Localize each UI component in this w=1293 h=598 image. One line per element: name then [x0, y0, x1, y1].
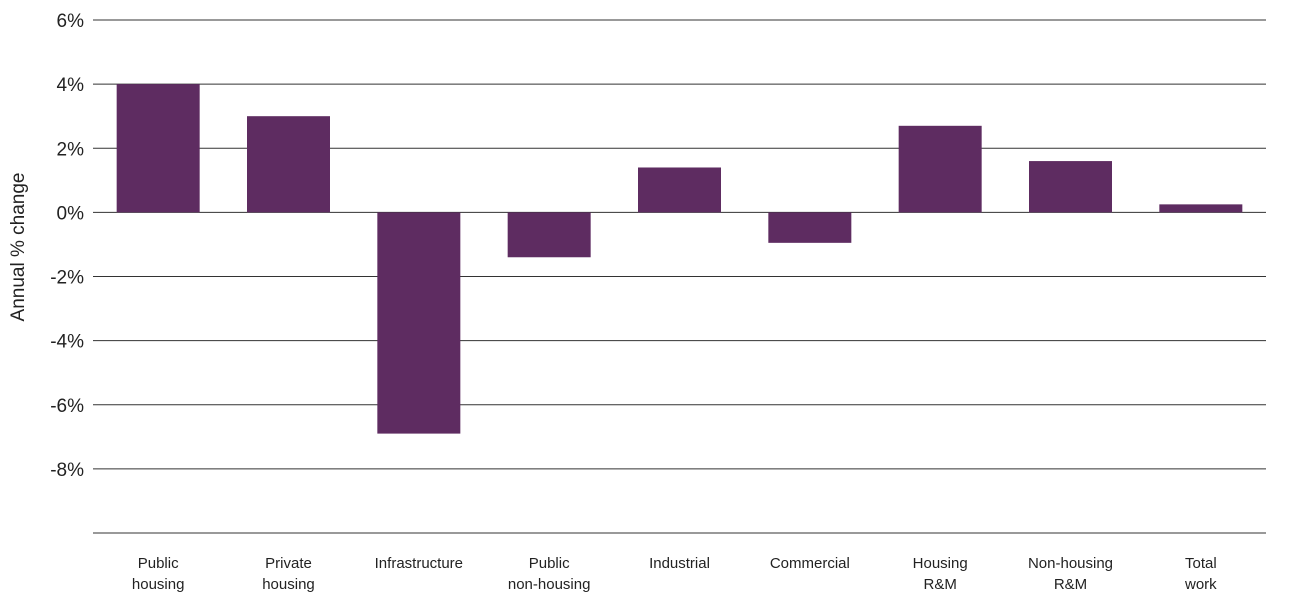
y-tick-label: 4%	[57, 75, 85, 96]
y-axis-ticks: 6% 4% 2% 0% -2% -4% -6% -8%	[50, 11, 84, 481]
x-category-label: work	[1184, 576, 1217, 593]
x-category-label: Infrastructure	[375, 555, 463, 572]
x-category-label: R&M	[923, 576, 956, 593]
y-tick-label: 6%	[57, 11, 85, 32]
bar	[638, 167, 721, 213]
x-category-label: housing	[262, 576, 315, 593]
x-category-label: R&M	[1054, 576, 1087, 593]
bar	[1029, 161, 1112, 213]
gridlines	[93, 19, 1266, 534]
bar	[507, 212, 591, 258]
x-category-label: Private	[265, 555, 312, 572]
bar	[1159, 204, 1243, 213]
x-category-label: non-housing	[508, 576, 591, 593]
x-category-label: Housing	[913, 555, 968, 572]
bar	[898, 125, 982, 213]
x-category-label: Public	[138, 555, 179, 572]
bar	[377, 212, 461, 434]
x-category-label: Total	[1185, 555, 1217, 572]
x-category-label: Public	[529, 555, 570, 572]
y-tick-label: -2%	[50, 268, 84, 289]
x-category-label: Non-housing	[1028, 555, 1113, 572]
x-category-label: Industrial	[649, 555, 710, 572]
y-tick-label: 2%	[57, 139, 85, 160]
y-tick-label: -6%	[50, 396, 84, 417]
bar	[768, 212, 852, 243]
y-tick-label: -4%	[50, 332, 84, 353]
bar	[116, 84, 200, 213]
x-category-label: Commercial	[770, 555, 850, 572]
y-axis-title: Annual % change	[8, 173, 29, 322]
y-tick-label: 0%	[57, 203, 85, 224]
bars	[116, 84, 1243, 434]
x-category-label: housing	[132, 576, 185, 593]
bar	[247, 116, 330, 213]
x-axis-categories: Public housing Private housing Infrastructur…	[132, 555, 1217, 593]
y-tick-label: -8%	[50, 460, 84, 481]
